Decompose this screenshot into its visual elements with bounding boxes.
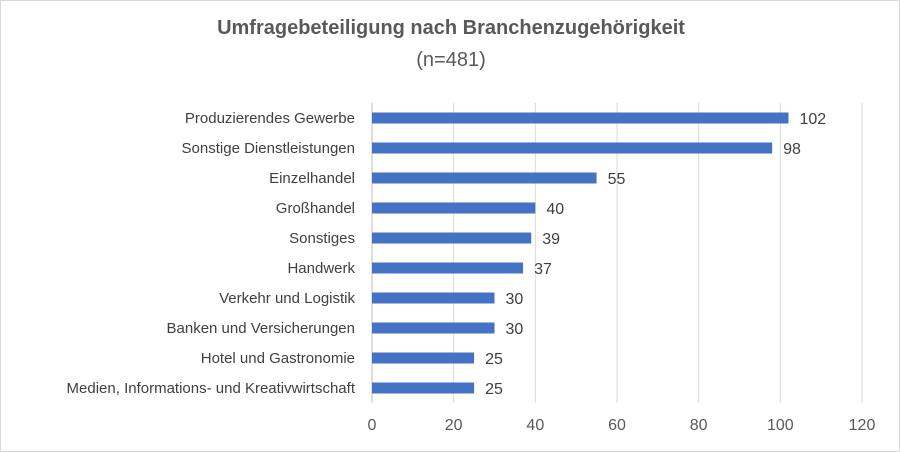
bar [372, 352, 475, 364]
bar [372, 292, 495, 304]
category-labels: Produzierendes Gewerbe Sonstige Dienstlei… [67, 110, 356, 397]
data-label: 30 [506, 291, 524, 308]
data-label: 98 [783, 141, 801, 158]
category-label: Handwerk [287, 260, 355, 277]
bar [372, 142, 773, 154]
x-tick-label: 0 [368, 417, 377, 434]
x-tick-label: 60 [608, 417, 626, 434]
x-tick-label: 80 [690, 417, 708, 434]
data-label: 55 [608, 171, 626, 188]
category-label: Sonstige Dienstleistungen [182, 140, 355, 157]
bar [372, 112, 789, 124]
category-label: Hotel und Gastronomie [201, 350, 355, 367]
chart-title: Umfragebeteiligung nach Branchenzugehöri… [217, 17, 685, 39]
category-label: Einzelhandel [269, 170, 355, 187]
category-label: Großhandel [276, 200, 355, 217]
bar [372, 172, 597, 184]
bars [372, 112, 789, 394]
bar [372, 382, 475, 394]
x-tick-label: 40 [526, 417, 544, 434]
category-label: Medien, Informations- und Kreativwirtsch… [67, 380, 356, 397]
bar [372, 232, 532, 244]
data-label: 25 [485, 351, 503, 368]
data-label: 102 [800, 111, 827, 128]
category-label: Produzierendes Gewerbe [185, 110, 355, 127]
x-tick-label: 100 [767, 417, 794, 434]
bar [372, 202, 536, 214]
category-label: Verkehr und Logistik [219, 290, 355, 307]
bar [372, 322, 495, 334]
x-axis-ticks: 0 20 40 60 80 100 120 [368, 417, 876, 434]
data-label: 37 [534, 261, 552, 278]
data-label: 39 [542, 231, 560, 248]
bar [372, 262, 524, 274]
x-tick-label: 20 [445, 417, 463, 434]
category-label: Banken und Versicherungen [167, 320, 355, 337]
chart-subtitle: (n=481) [416, 49, 486, 71]
x-tick-label: 120 [849, 417, 876, 434]
data-label: 25 [485, 381, 503, 398]
data-label: 40 [546, 201, 564, 218]
data-label: 30 [506, 321, 524, 338]
category-label: Sonstiges [289, 230, 355, 247]
